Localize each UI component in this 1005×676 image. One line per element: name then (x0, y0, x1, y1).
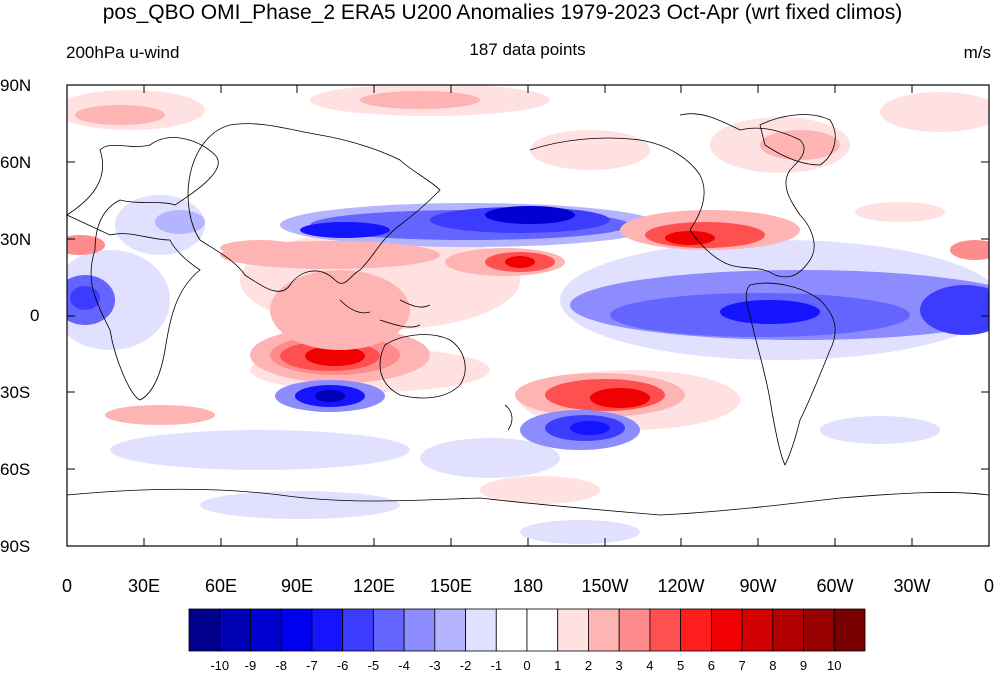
coastlines (67, 113, 989, 516)
colorbar-swatch (280, 608, 313, 652)
lon-label: 0 (983, 576, 994, 596)
colorbar-label: -3 (429, 658, 441, 673)
lon-label: 90E (280, 576, 314, 596)
colorbar-label: 7 (738, 658, 746, 673)
colorbar-swatch (588, 608, 620, 652)
lon-label: 60E (204, 576, 238, 596)
lat-label: 30S (0, 383, 31, 402)
lon-label: 150W (581, 576, 629, 596)
colorbar-label: -7 (306, 658, 318, 673)
colorbar-swatch (803, 608, 835, 652)
lat-label: 60N (0, 153, 32, 172)
colorbar-label: -8 (275, 658, 287, 673)
colorbar-label: 6 (707, 658, 715, 673)
lat-label: 30N (0, 230, 32, 249)
colorbar-swatch (833, 608, 866, 652)
colorbar-swatch (403, 608, 436, 652)
colorbar-swatch (219, 608, 251, 652)
misc-anomalies (67, 91, 989, 425)
colorbar-label: -10 (210, 658, 230, 673)
colorbar-label: -9 (244, 658, 257, 673)
colorbar-swatch (618, 608, 651, 652)
colorbar-label: 4 (646, 658, 654, 673)
colorbar-swatch (465, 608, 497, 652)
tropical-negative-anomaly (67, 270, 989, 340)
colorbar-swatch (772, 608, 804, 652)
lon-label: 0 (61, 576, 72, 596)
lon-label: 30W (893, 576, 931, 596)
colorbar-swatch (649, 608, 682, 652)
lat-label: 90N (0, 76, 32, 95)
colorbar-swatch (342, 608, 374, 652)
colorbar-swatch (188, 608, 221, 652)
colorbar-label: 10 (827, 658, 842, 673)
colorbar-swatch (526, 608, 559, 652)
colorbar-swatch (434, 608, 466, 652)
lat-label: 0 (30, 306, 40, 325)
data-points-label: 187 data points (469, 40, 586, 59)
colorbar-label: 9 (799, 658, 808, 673)
colorbar-swatch (710, 608, 743, 652)
jet-negative-anomaly (280, 203, 660, 247)
colorbar-label: 3 (615, 658, 623, 673)
lat-label: 90S (0, 537, 31, 556)
colorbar-label: 2 (584, 658, 593, 673)
colorbar-label: -6 (336, 658, 349, 673)
colorbar-label: -5 (367, 658, 380, 673)
north-america-positive-anomaly (620, 210, 800, 250)
variable-label: 200hPa u-wind (66, 43, 180, 62)
indian-ocean-positive-anomaly (250, 270, 430, 383)
colorbar-label: -2 (459, 658, 472, 673)
australia-south-negative-anomaly (275, 380, 385, 412)
colorbar-swatch (741, 608, 774, 652)
lon-label: 60W (816, 576, 854, 596)
map-title: pos_QBO OMI_Phase_2 ERA5 U200 Anomalies … (102, 1, 903, 24)
colorbar (188, 608, 866, 652)
lon-label: 120E (352, 576, 396, 596)
colorbar-label: -1 (490, 658, 503, 673)
lon-label: 120W (657, 576, 705, 596)
lon-label: 150E (429, 576, 473, 596)
colorbar-swatch (680, 608, 712, 652)
colorbar-label: -4 (398, 658, 410, 673)
lon-label: 180 (512, 576, 544, 596)
colorbar-swatch (495, 608, 528, 652)
lat-label: 60S (0, 460, 31, 479)
colorbar-label: 1 (554, 658, 562, 673)
colorbar-swatch (311, 608, 344, 652)
lon-label: 90W (739, 576, 777, 596)
anomaly-field (67, 85, 989, 544)
units-label: m/s (963, 43, 991, 62)
colorbar-label: 8 (769, 658, 777, 673)
colorbar-swatch (557, 608, 589, 652)
lon-label: 30E (127, 576, 161, 596)
axis-ticks (67, 84, 989, 547)
colorbar-swatch (372, 608, 405, 652)
south-pacific-negative-anomaly (520, 410, 640, 450)
colorbar-swatch (250, 608, 282, 652)
colorbar-label: 5 (677, 658, 685, 673)
colorbar-label: 0 (523, 658, 531, 673)
south-pacific-positive-anomaly (515, 373, 685, 417)
